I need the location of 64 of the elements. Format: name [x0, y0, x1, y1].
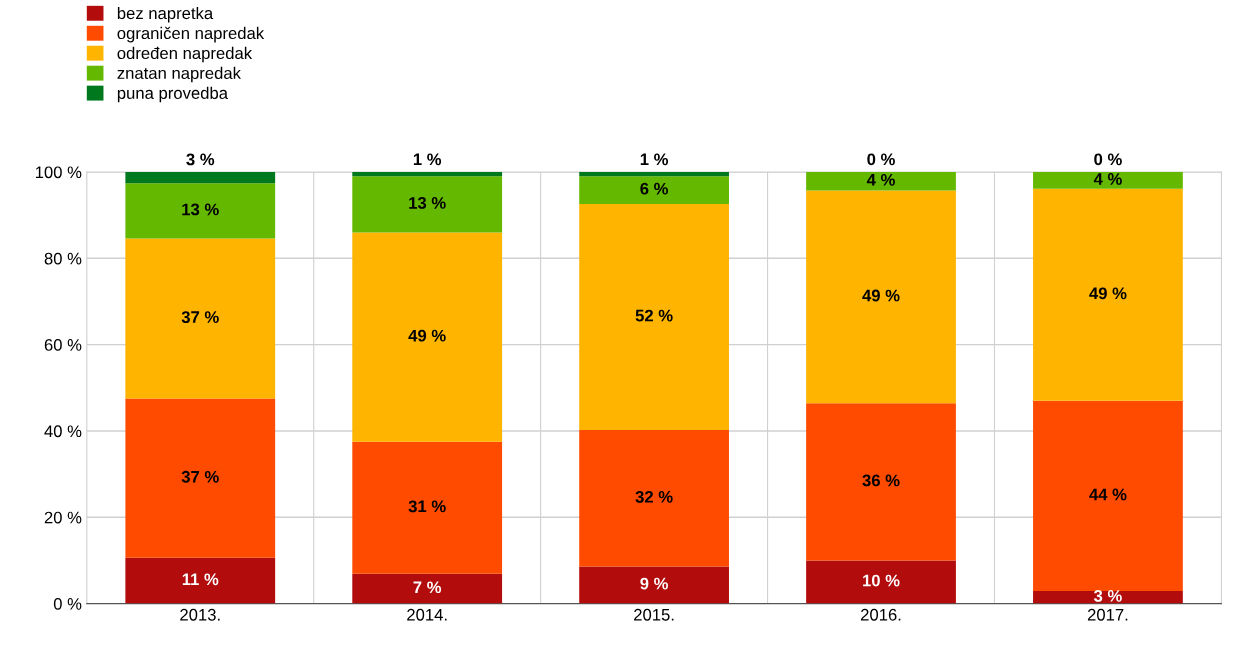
bar — [352, 176, 503, 233]
data-label: 31 % — [408, 500, 446, 513]
data-label: 4 % — [866, 173, 895, 186]
data-label: 7 % — [413, 581, 442, 594]
data-label: 37 % — [181, 311, 219, 324]
data-label: 1 % — [413, 153, 442, 166]
data-label: 36 % — [862, 474, 900, 487]
data-label: 9 % — [640, 577, 669, 590]
x-tick-label: 2013. — [180, 608, 220, 621]
y-tick-label: 40 % — [44, 425, 82, 438]
legend-label: ograničen napredak — [117, 26, 265, 43]
x-tick-label: 2017. — [1087, 608, 1128, 621]
legend-label: bez napretka — [117, 6, 214, 23]
bar — [579, 176, 729, 204]
legend-label: puna provedba — [117, 86, 229, 103]
y-tick-label: 20 % — [44, 511, 82, 524]
data-label: 11 % — [182, 573, 219, 586]
data-label: 3 % — [186, 153, 215, 166]
bar — [125, 183, 276, 239]
data-label: 4 % — [1093, 173, 1122, 185]
data-label: 6 % — [640, 182, 669, 195]
data-label: 3 % — [1093, 589, 1122, 602]
data-label: 10 % — [863, 574, 900, 587]
bar — [125, 398, 276, 558]
bar — [1033, 400, 1183, 592]
y-tick-label: 60 % — [44, 339, 82, 351]
bar — [579, 566, 729, 604]
bar — [125, 171, 276, 184]
data-label: 49 % — [1089, 287, 1127, 300]
bar — [352, 232, 503, 442]
x-tick-label: 2014. — [407, 608, 447, 621]
data-label: 44 % — [1089, 488, 1127, 501]
data-label: 32 % — [635, 490, 673, 503]
bar — [806, 403, 956, 561]
bar — [352, 441, 503, 574]
data-label: 37 % — [181, 470, 219, 483]
legend-label: znatan napredak — [117, 66, 241, 83]
data-label: 13 % — [182, 203, 219, 216]
bar — [125, 238, 276, 399]
data-label: 49 % — [408, 329, 446, 342]
bar — [352, 573, 503, 604]
y-tick-label: 80 % — [44, 252, 82, 265]
data-label: 13 % — [409, 197, 446, 209]
legend-label: određen napredak — [117, 46, 253, 63]
bar — [1033, 171, 1183, 189]
y-tick-label: 0 % — [53, 597, 82, 610]
data-label: 0 % — [867, 153, 895, 166]
bar — [579, 171, 729, 177]
y-tick-label: 100 % — [35, 166, 82, 179]
x-tick-label: 2015. — [634, 608, 674, 621]
bar — [579, 203, 729, 431]
bar — [125, 557, 276, 604]
bar — [1033, 188, 1183, 401]
x-tick-label: 2016. — [861, 608, 901, 621]
bar — [806, 171, 956, 191]
data-label: 49 % — [862, 289, 900, 302]
bar — [352, 171, 503, 177]
bar — [1033, 591, 1183, 604]
bar — [806, 560, 956, 604]
data-label: 52 % — [635, 309, 673, 322]
bar — [579, 430, 729, 567]
data-label: 0 % — [1094, 153, 1122, 166]
bar — [806, 190, 956, 404]
data-label: 1 % — [640, 153, 669, 166]
